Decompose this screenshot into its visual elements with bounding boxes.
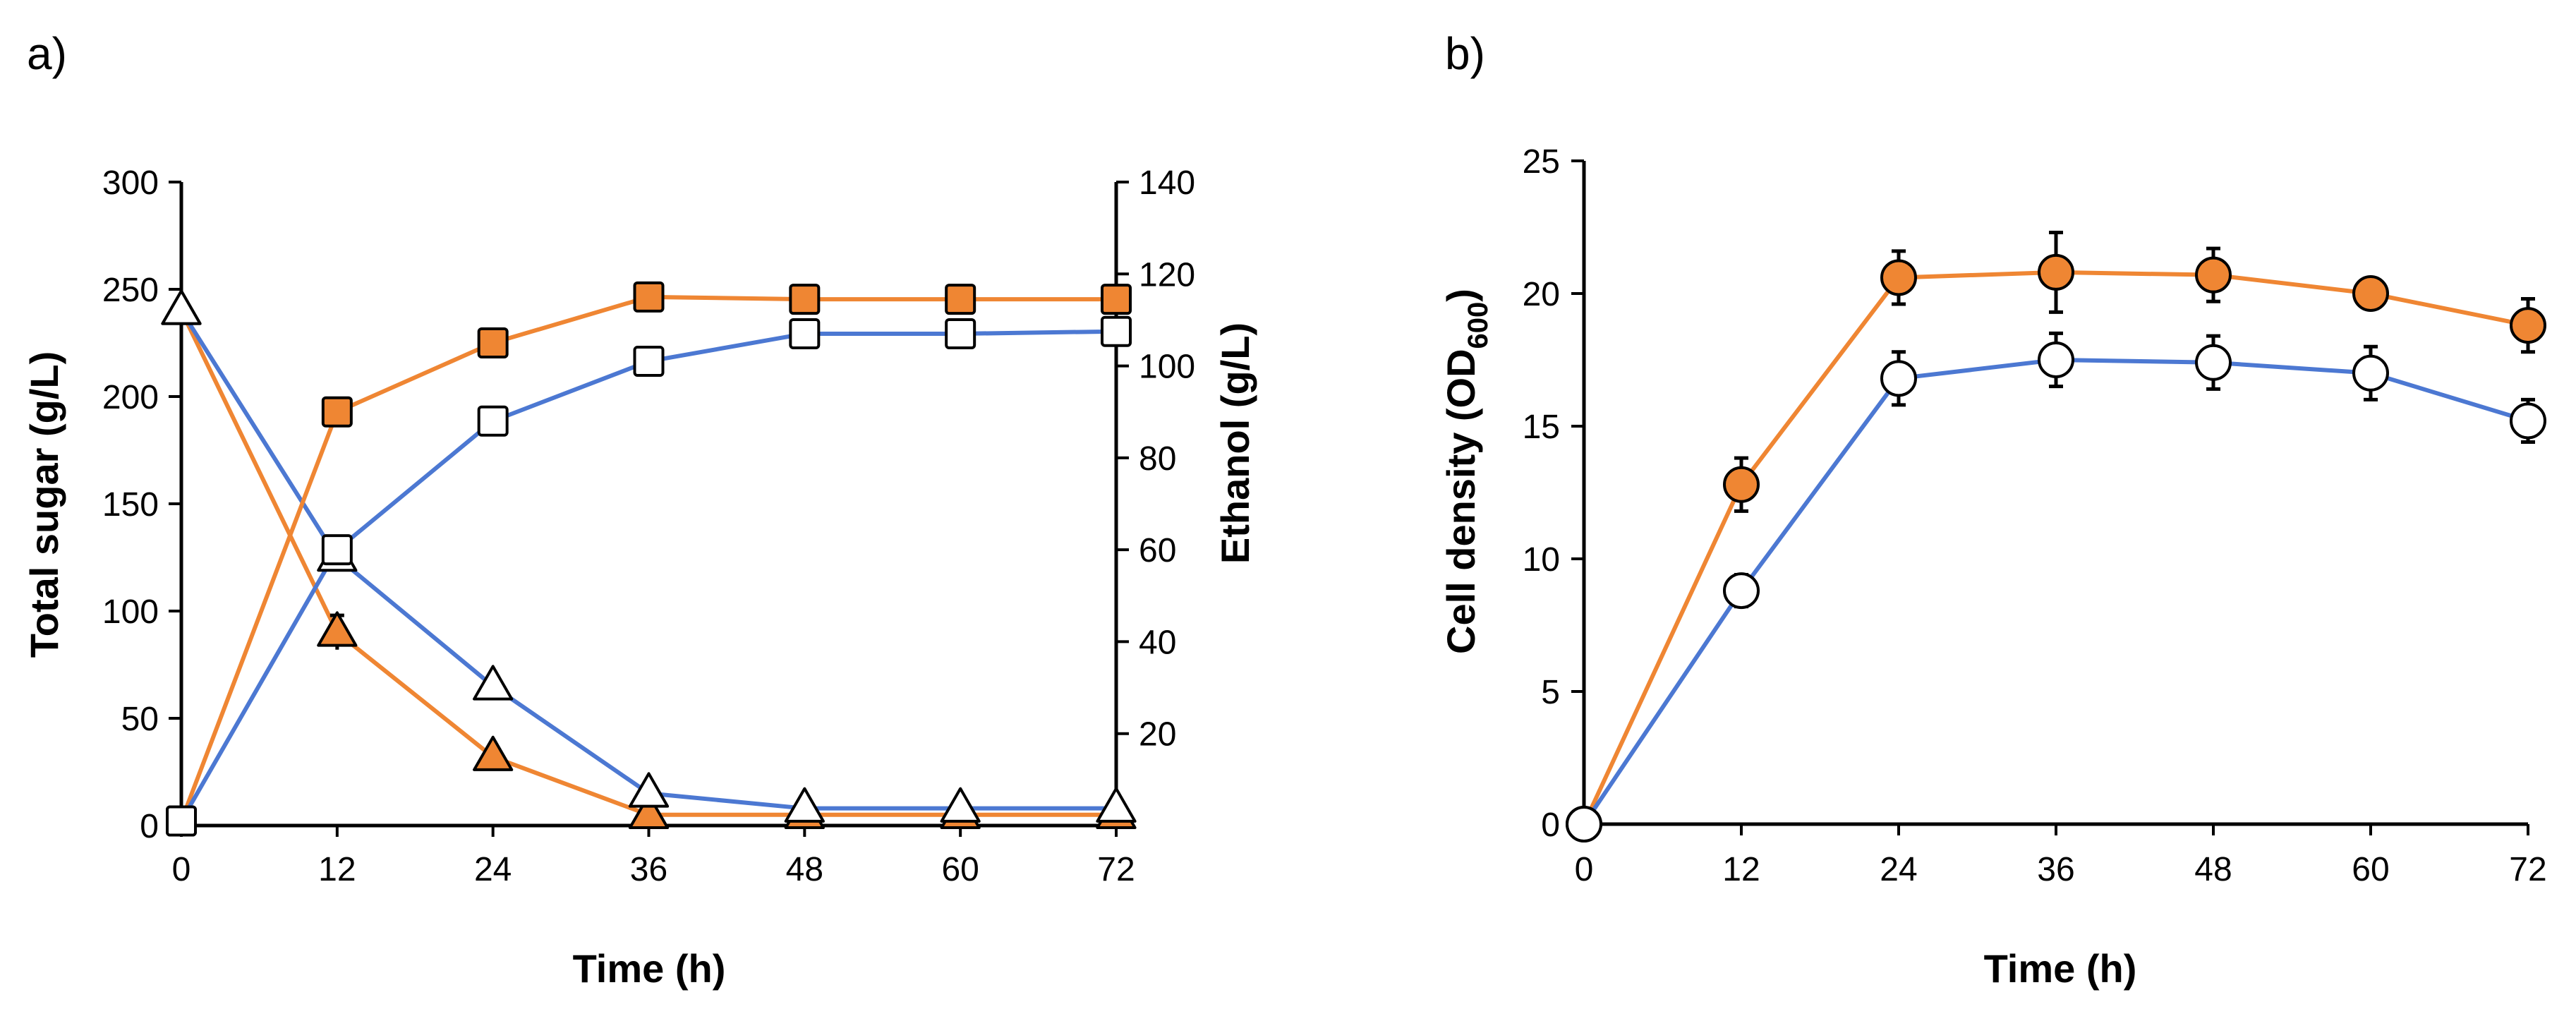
panel-a-right-tick-label: 20 [1139, 716, 1176, 754]
panel-b-x-tick-label: 60 [2352, 851, 2389, 888]
panel-b-point-od-orange [2195, 256, 2232, 294]
panel-b-ylabel-subscript: 600 [1463, 302, 1494, 349]
panel-a: a) 0 50 100 150 200 250 300 20 40 60 80 100 120 140 0 1… [22, 28, 1257, 991]
panel-b-point-od-orange [2038, 253, 2074, 291]
panel-b-ylabel-main: Cell density (OD [1439, 349, 1483, 654]
panel-b-y-tick-label: 5 [1541, 674, 1560, 711]
panel-a-xlabel: Time (h) [573, 946, 726, 991]
panel-b-ylabel: Cell density (OD600) [1439, 289, 1494, 654]
panel-a-x-tick-label: 60 [941, 851, 979, 888]
panel-a-x-tick-label: 24 [474, 851, 512, 888]
panel-b-point-od-white [1880, 360, 1917, 397]
panel-a-point-ethanol-orange [1101, 284, 1132, 315]
panel-a-point-ethanol-orange [633, 281, 665, 313]
panel-a-line-sugar-white [179, 309, 1116, 811]
panel-a-label: a) [27, 28, 67, 79]
panel-a-point-sugar-white [473, 665, 514, 701]
panel-a-left-tick-label: 0 [140, 808, 159, 845]
panel-a-left-tick-label: 100 [102, 593, 159, 631]
panel-a-left-tick-label: 150 [102, 486, 159, 524]
panel-b-x-tick-label: 48 [2194, 851, 2232, 888]
panel-a-point-ethanol-white [945, 318, 976, 349]
panel-a-point-sugar-orange [473, 735, 514, 771]
panel-a-right-tick-label: 100 [1139, 349, 1195, 386]
panel-a-x-tick-label: 12 [318, 851, 356, 888]
panel-a-point-sugar-orange [628, 793, 670, 829]
panel-b-x-tick-label: 24 [1880, 851, 1917, 888]
panel-a-point-ethanol-white [166, 805, 197, 837]
panel-a-line-ethanol-white [179, 329, 1117, 822]
panel-b-x-tick-label: 12 [1722, 851, 1760, 888]
panel-b-y-tick-label: 10 [1523, 541, 1560, 579]
panel-a-x-tick-label: 36 [630, 851, 667, 888]
panel-b-label: b) [1445, 28, 1485, 79]
panel-a-x-tick-label: 0 [172, 851, 191, 888]
panel-a-point-sugar-white [628, 772, 670, 808]
panel-b-point-od-orange [1723, 466, 1760, 503]
panel-a-point-ethanol-white [477, 405, 509, 437]
panel-b-xlabel: Time (h) [1984, 946, 2137, 991]
panel-a-point-sugar-white [940, 787, 981, 823]
panel-a-point-ethanol-orange [789, 284, 821, 315]
panel-b-point-od-white [2195, 344, 2232, 381]
panel-a-ylabel: Total sugar (g/L) [22, 351, 66, 658]
panel-b-point-od-orange [2352, 275, 2389, 312]
panel-b-point-od-white [2352, 354, 2389, 392]
panel-b-point-od-white [1723, 572, 1760, 610]
panel-b-point-od-white [2510, 402, 2546, 440]
panel-a-point-sugar-white [1096, 787, 1137, 823]
panel-b-x-tick-label: 72 [2509, 851, 2546, 888]
panel-a-right-tick-label: 140 [1139, 164, 1195, 202]
panel-a-point-sugar-white [784, 787, 825, 823]
panel-b-point-od-orange [1880, 259, 1917, 296]
panel-b-y-tick-label: 15 [1523, 409, 1560, 446]
panel-b-y-tick-label: 20 [1523, 276, 1560, 313]
panel-a-x-tick-label: 72 [1097, 851, 1135, 888]
panel-b-y-tick-label: 0 [1541, 806, 1560, 844]
panel-a-point-ethanol-white [633, 346, 665, 377]
panel-a-point-ethanol-white [321, 534, 353, 566]
panel-b-point-od-white [1566, 806, 1602, 842]
panel-a-left-tick-label: 300 [102, 164, 159, 202]
panel-a-point-ethanol-orange [945, 284, 976, 315]
panel-a-right-tick-label: 120 [1139, 256, 1195, 294]
panel-a-point-ethanol-orange [321, 396, 353, 428]
panel-a-right-tick-label: 40 [1139, 624, 1176, 661]
panel-a-right-tick-label: 60 [1139, 532, 1176, 569]
panel-b-x-tick-label: 0 [1575, 851, 1594, 888]
panel-b-ylabel-end: ) [1439, 289, 1483, 302]
panel-b-point-od-white [2038, 342, 2074, 378]
panel-b-x-tick-label: 36 [2037, 851, 2074, 888]
panel-a-point-sugar-white [161, 289, 202, 325]
panel-a-right-tick-label: 80 [1139, 440, 1176, 478]
panel-a-left-tick-label: 50 [121, 701, 159, 738]
panel-a-point-sugar-orange [317, 611, 358, 647]
panel-a-left-tick-label: 200 [102, 379, 159, 416]
panel-a-y2label: Ethanol (g/L) [1213, 322, 1257, 564]
panel-b-y-tick-label: 25 [1523, 143, 1560, 181]
panel-b: b) 0 5 10 15 20 25 0 12 24 36 48 60 72 Time (h) Cell… [1439, 28, 2547, 991]
panel-a-point-ethanol-white [789, 318, 821, 349]
panel-a-x-tick-label: 48 [786, 851, 823, 888]
panel-b-point-od-orange [2510, 307, 2546, 344]
panel-a-left-tick-label: 250 [102, 272, 159, 309]
panel-a-point-ethanol-white [1101, 315, 1132, 347]
panel-a-point-ethanol-orange [477, 327, 509, 358]
